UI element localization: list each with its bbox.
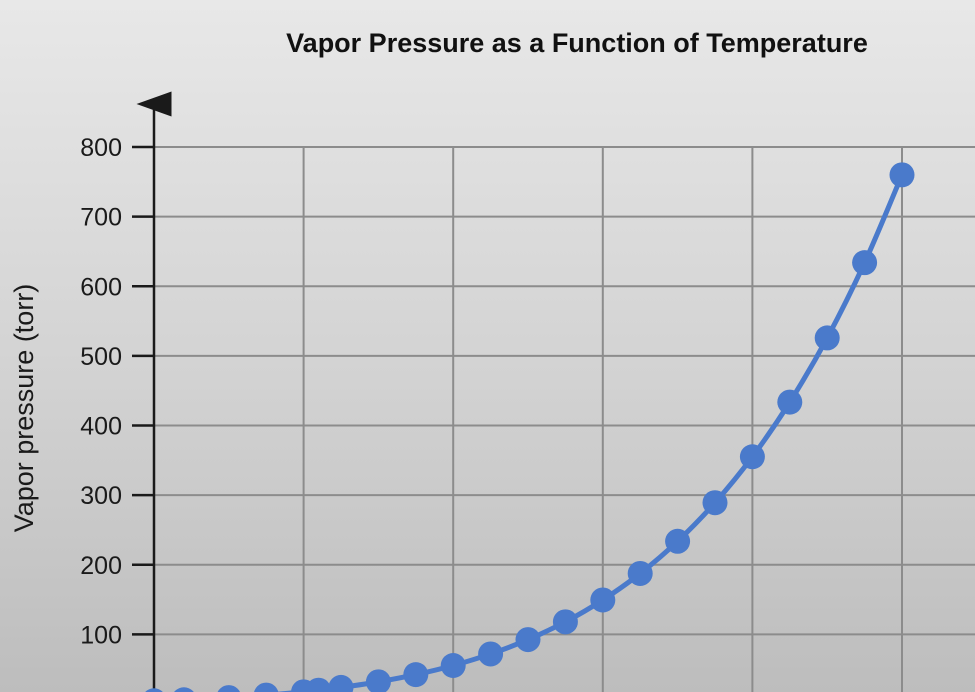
chart-title: Vapor Pressure as a Function of Temperat… [286,28,868,58]
y-tick-label: 100 [80,621,122,649]
series [145,162,915,692]
y-tick-label: 400 [80,413,122,441]
data-point [306,677,332,692]
y-axis-ticks: 100 200 300 400 500 600 700 800 [80,134,154,649]
data-point [515,627,541,653]
data-point [665,528,691,554]
data-point [552,609,578,635]
data-point [627,560,653,586]
data-point [777,389,803,415]
data-point [217,685,240,692]
data-point [852,250,878,276]
data-point [403,662,429,688]
data-point [440,652,466,678]
data-point [145,688,163,692]
data-point [739,444,765,470]
data-point [889,162,915,188]
data-point [174,687,194,692]
y-tick-label: 500 [80,343,122,371]
series-line [273,172,905,692]
y-tick-label: 200 [80,552,122,580]
y-tick-label: 300 [80,482,122,510]
grid [154,146,975,692]
data-point [254,682,279,692]
data-point [702,490,728,516]
data-point [365,669,391,692]
data-point [328,674,354,692]
data-point [814,325,840,351]
y-tick-label: 700 [80,204,122,232]
y-tick-label: 600 [80,273,122,301]
data-point [478,641,504,667]
y-axis-label: Vapor pressure (torr) [9,284,39,533]
data-point [590,587,616,613]
y-tick-label: 800 [80,134,122,162]
